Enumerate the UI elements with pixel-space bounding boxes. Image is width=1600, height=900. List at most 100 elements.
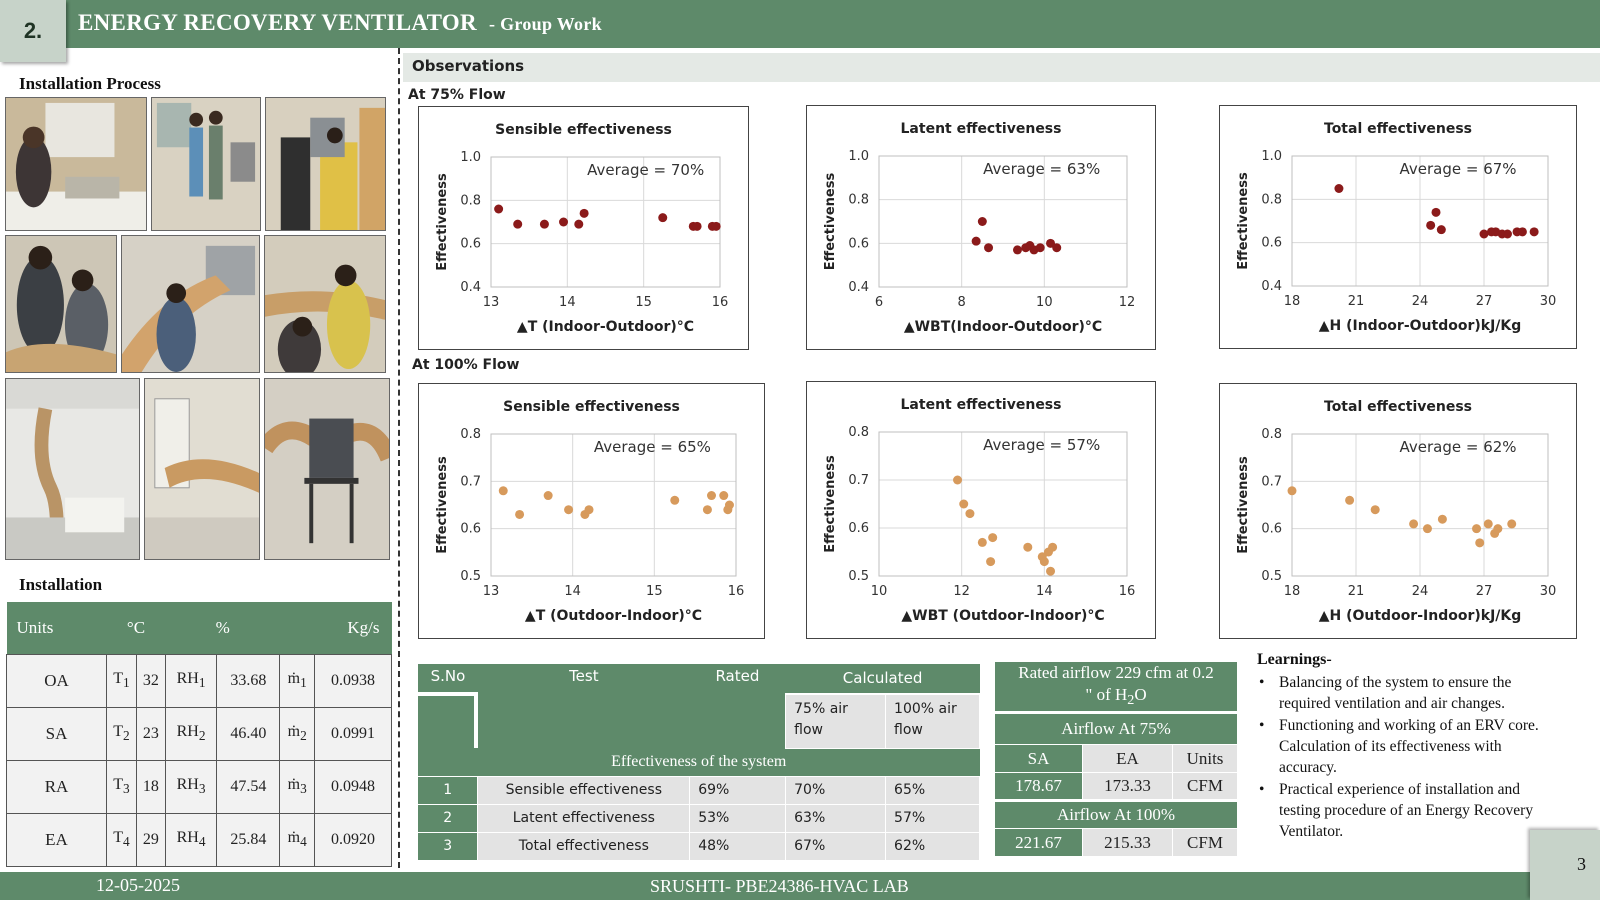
installation-row: EA T4 29 RH4 25.84 ṁ4 0.0920 [6,812,393,867]
x-tick-label: 15 [635,295,652,310]
data-point [986,557,996,567]
temp-label-cell-text: T [113,722,123,740]
rh-label-cell: RH4 [164,812,218,867]
chart-svg: Latent effectiveness 6 8 10 12 0.4 0.6 0.8 1.0 Av… [823,121,1135,335]
rh-label-cell: RH3 [164,759,218,814]
x-tick-label: 21 [1348,294,1365,309]
y-axis-label: Effectiveness [823,455,838,553]
photo-image [266,98,385,230]
temp-value-cell: 32 [135,653,166,708]
y-tick-label: 0.4 [460,280,481,295]
airflow-100-header: Airflow At 100% [994,799,1238,830]
unit-cell-text: OA [44,670,69,690]
airflow-rated-cell: Rated airflow 229 cfm at 0.2 " of H2O [994,660,1238,714]
airflow-table: Rated airflow 229 cfm at 0.2 " of H2O Air… [994,660,1238,858]
mass-value-cell: 0.0991 [313,706,393,761]
x-tick-label: 27 [1476,584,1493,599]
data-point [1422,524,1432,534]
rh-label-cell-subscript: 4 [198,834,206,850]
y-tick-label: 0.4 [1261,279,1282,294]
mass-label-cell-subscript: 1 [300,675,307,691]
y-tick-label: 0.4 [848,280,869,295]
chart-sensible-100: Sensible effectiveness 13 14 15 16 0.5 0.6 0.7 0… [418,383,765,639]
results-row: 3 Total effectiveness 48% 67% 62% [418,831,980,861]
y-tick-label: 0.8 [1261,427,1282,442]
mass-value-cell: 0.0948 [313,759,393,814]
photo-installation-5 [121,235,260,373]
y-tick-label: 0.8 [460,193,481,208]
chart-title: Latent effectiveness [901,397,1062,413]
data-point [707,491,716,501]
data-point [1437,514,1447,524]
unit-cell-text: RA [44,776,69,796]
data-point [1334,184,1344,193]
airflow-100-sa: 221.67 [994,828,1083,858]
observations-bar [403,53,1600,82]
data-point [1517,227,1527,237]
airflow-100-ea: 215.33 [1082,828,1173,858]
photo-row-2 [5,235,392,373]
result-75: 70% [785,775,887,805]
mass-label-cell-subscript: 2 [300,728,307,744]
installation-table-header: Units °C % Kg/s [6,602,392,654]
unit-cell: RA [6,759,107,814]
y-axis-label: Effectiveness [1236,456,1251,554]
x-tick-label: 27 [1476,294,1493,309]
rh-value-cell: 47.54 [216,759,281,814]
mass-label-cell: ṁ4 [279,812,315,867]
data-point [702,505,712,515]
header-celsius: °C [106,602,166,654]
y-tick-label: 0.8 [460,427,481,442]
temp-label-cell-subscript: 2 [122,728,130,744]
result-test: Total effectiveness [477,831,691,861]
results-subheader-row: 75% air flow 100% air flow [418,693,980,749]
photo-installation-9 [264,378,390,560]
data-point [574,219,584,229]
chart-svg: Sensible effectiveness 13 14 15 16 0.5 0.6 0.7 0… [435,399,744,624]
result-rated: 53% [689,803,787,833]
temp-label-cell-subscript: 1 [122,675,130,691]
results-row: 1 Sensible effectiveness 69% 70% 65% [418,775,980,805]
chart-title: Total effectiveness [1324,121,1472,137]
column-divider [398,48,400,868]
x-tick-label: 30 [1540,294,1557,309]
rh-label-cell: RH2 [164,706,218,761]
x-tick-label: 13 [483,584,500,599]
rh-value-cell: 25.84 [216,812,281,867]
airflow-75-sa: 178.67 [994,772,1083,802]
data-point [1483,519,1493,529]
data-point [1023,542,1033,552]
mass-value-cell: 0.0920 [313,812,393,867]
data-point [984,243,994,253]
data-point [965,509,975,519]
learnings-block: Learnings- Balancing of the system to en… [1257,651,1557,843]
mass-label-cell-text: ṁ [287,669,301,687]
y-tick-label: 0.6 [1261,522,1282,537]
slide-number: 2. [0,0,66,62]
result-100: 65% [885,775,980,805]
data-point [579,208,589,218]
photo-installation-6 [264,235,386,373]
airflow-100-units: CFM [1172,828,1238,858]
airflow-75-units: CFM [1172,772,1238,802]
temp-label-cell: T3 [106,759,137,814]
airflow-75-values-row: 178.67 173.33 CFM [994,772,1238,802]
unit-cell: EA [6,812,107,867]
x-axis-label: ▲WBT (Outdoor-Indoor)°C [901,608,1104,624]
average-annotation: Average = 70% [587,161,704,179]
data-point [513,219,523,229]
flow-100-label: At 100% Flow [412,357,520,373]
photo-installation-7 [5,378,140,560]
x-axis-label: ▲T (Indoor-Outdoor)°C [517,319,694,335]
installation-process-heading: Installation Process [19,74,161,93]
results-section-row: Effectiveness of the system [418,748,980,776]
unit-cell-text: EA [45,829,68,849]
x-axis-label: ▲H (Indoor-Outdoor)kJ/Kg [1319,318,1522,334]
result-rated: 69% [689,775,787,805]
header-sno-label: S.No [430,667,466,685]
chart-latent-75: Latent effectiveness 6 8 10 12 0.4 0.6 0.8 1.0 Av… [806,105,1156,350]
results-table: S.No Test Rated Calculated 75% air flow … [418,664,980,861]
installation-row: OA T1 32 RH1 33.68 ṁ1 0.0938 [6,653,393,708]
temp-value-cell-text: 29 [142,830,159,848]
rh-label-cell-subscript: 3 [198,781,206,797]
